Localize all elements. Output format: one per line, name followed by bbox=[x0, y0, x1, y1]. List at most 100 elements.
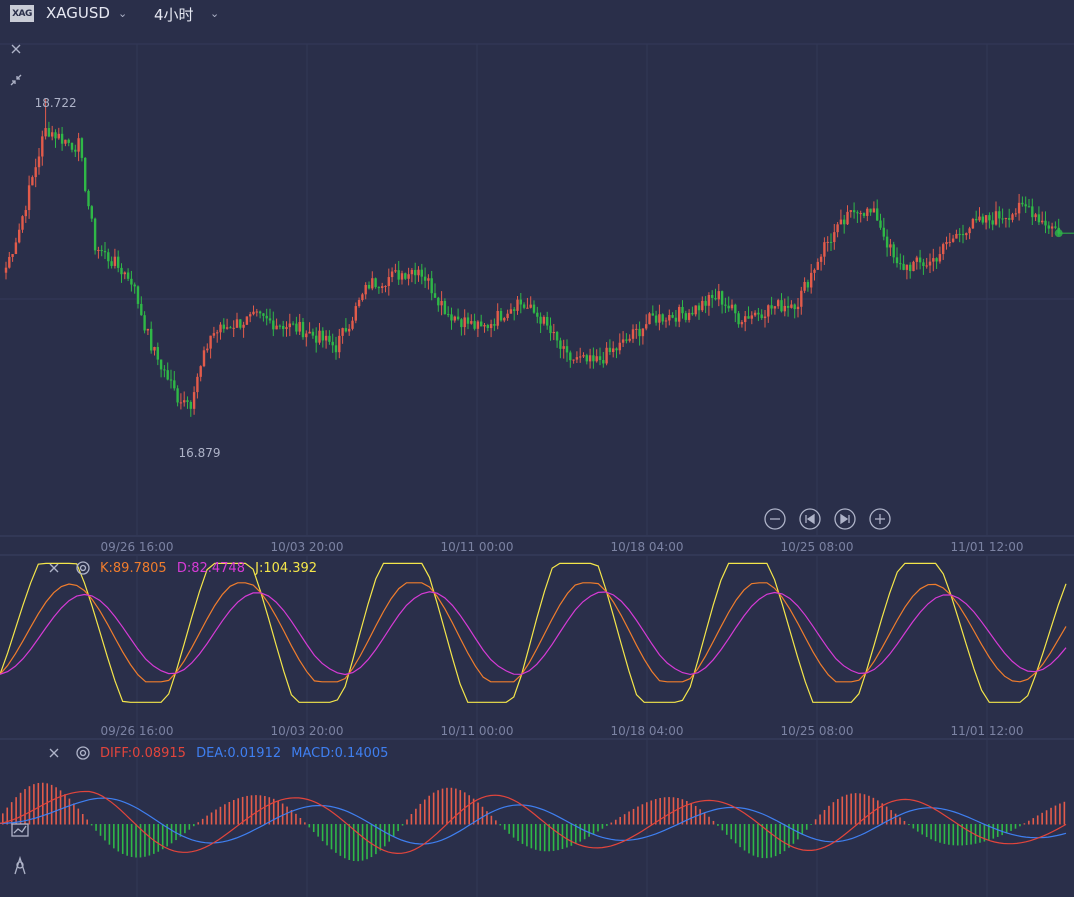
candle-body bbox=[790, 304, 793, 308]
kdj-x-tick-label: 11/01 12:00 bbox=[951, 724, 1024, 738]
candle-body bbox=[387, 277, 390, 286]
candle-body bbox=[1027, 206, 1031, 208]
candle-body bbox=[575, 357, 579, 360]
candle-body bbox=[981, 216, 984, 223]
candle-body bbox=[810, 272, 813, 288]
candle-body bbox=[64, 139, 67, 144]
macd-histogram-bar bbox=[317, 824, 319, 837]
symbol-selector[interactable]: XAGUSD bbox=[46, 4, 110, 22]
candle-body bbox=[1054, 226, 1057, 228]
zoom-in-icon[interactable] bbox=[869, 508, 891, 530]
chevron-down-icon[interactable]: ⌄ bbox=[118, 7, 128, 20]
macd-histogram-bar bbox=[148, 824, 151, 856]
candle-body bbox=[255, 311, 258, 313]
candle-body bbox=[354, 306, 357, 321]
candle-body bbox=[153, 347, 156, 351]
collapse-icon[interactable] bbox=[10, 74, 22, 86]
macd-histogram-bar bbox=[1050, 807, 1052, 825]
macd-histogram-bar bbox=[805, 824, 808, 830]
macd-histogram-bar bbox=[357, 824, 359, 862]
macd-histogram-bar bbox=[250, 795, 253, 825]
macd-histogram-bar bbox=[601, 824, 604, 829]
close-icon[interactable] bbox=[11, 44, 21, 54]
macd-histogram-bar bbox=[77, 808, 80, 825]
macd-histogram-bar bbox=[521, 824, 524, 844]
candle-body bbox=[717, 291, 720, 300]
candle-body bbox=[202, 350, 206, 367]
macd-histogram-bar bbox=[632, 808, 635, 825]
candle-body bbox=[489, 324, 493, 329]
candle-body bbox=[24, 210, 27, 217]
macd-histogram-bar bbox=[552, 824, 555, 851]
macd-histogram-bar bbox=[801, 824, 804, 835]
candle-body bbox=[328, 335, 331, 342]
candle-body bbox=[57, 133, 60, 139]
candle-body bbox=[103, 251, 107, 253]
candle-body bbox=[321, 330, 324, 341]
macd-histogram-bar bbox=[743, 824, 746, 851]
macd-histogram-bar bbox=[503, 824, 506, 830]
candle-body bbox=[998, 211, 1001, 219]
macd-histogram-bar bbox=[206, 815, 208, 825]
candle-body bbox=[625, 339, 628, 341]
jump-first-icon[interactable] bbox=[799, 508, 821, 530]
macd-histogram-bar bbox=[104, 824, 106, 841]
candle-body bbox=[496, 310, 499, 326]
macd-histogram-bar bbox=[765, 824, 768, 859]
macd-histogram-bar bbox=[868, 795, 870, 825]
candle-body bbox=[87, 190, 90, 207]
macd-histogram-bar bbox=[28, 786, 31, 825]
macd-histogram-bar bbox=[845, 794, 848, 825]
jump-last-icon[interactable] bbox=[834, 508, 856, 530]
candle-body bbox=[813, 269, 816, 273]
candle-body bbox=[701, 300, 704, 311]
macd-histogram-bar bbox=[113, 824, 115, 849]
chart-type-icon[interactable] bbox=[11, 823, 29, 837]
candle-body bbox=[90, 206, 93, 219]
candle-body bbox=[678, 306, 681, 322]
chevron-down-icon[interactable]: ⌄ bbox=[210, 7, 220, 20]
candle-body bbox=[559, 340, 562, 349]
close-icon[interactable] bbox=[49, 748, 59, 758]
candle-body bbox=[27, 185, 31, 211]
macd-histogram-bar bbox=[712, 820, 715, 825]
candle-body bbox=[140, 303, 143, 316]
macd-histogram-bar bbox=[734, 824, 737, 844]
candle-body bbox=[786, 305, 790, 308]
period-selector[interactable]: 4小时 bbox=[154, 6, 194, 24]
macd-histogram-bar bbox=[779, 824, 781, 854]
settings-icon[interactable] bbox=[76, 561, 90, 575]
candle-body bbox=[968, 228, 971, 234]
max-price-label: 18.722 bbox=[35, 96, 77, 110]
candle-body bbox=[595, 356, 598, 362]
candle-body bbox=[519, 299, 522, 305]
settings-icon[interactable] bbox=[76, 746, 90, 760]
drawing-tool-icon[interactable] bbox=[14, 855, 26, 875]
candle-body bbox=[757, 312, 760, 315]
macd-histogram-bar bbox=[490, 815, 493, 825]
macd-histogram-bar bbox=[117, 824, 120, 852]
macd-histogram-bar bbox=[352, 824, 355, 861]
macd-histogram-bar bbox=[890, 810, 892, 825]
macd-histogram-bar bbox=[455, 788, 457, 825]
macd-histogram-bar bbox=[641, 804, 644, 825]
candle-body bbox=[384, 285, 387, 287]
macd-histogram-bar bbox=[730, 824, 733, 840]
candle-body bbox=[856, 212, 859, 214]
macd-histogram-bar bbox=[188, 824, 191, 830]
macd-histogram-bar bbox=[1014, 824, 1017, 829]
macd-histogram-bar bbox=[406, 819, 408, 825]
kdj-x-tick-label: 10/11 00:00 bbox=[441, 724, 514, 738]
macd-histogram-bar bbox=[592, 824, 595, 835]
candle-body bbox=[41, 136, 44, 157]
kdj-d-value: D:82.4748 bbox=[176, 561, 245, 576]
zoom-out-icon[interactable] bbox=[764, 508, 786, 530]
candle-body bbox=[978, 216, 981, 221]
candle-body bbox=[744, 316, 747, 323]
close-icon[interactable] bbox=[49, 563, 59, 573]
macd-histogram-bar bbox=[423, 799, 426, 825]
macd-histogram-bar bbox=[988, 824, 990, 841]
candle-body bbox=[456, 316, 460, 320]
candle-body bbox=[305, 333, 308, 338]
